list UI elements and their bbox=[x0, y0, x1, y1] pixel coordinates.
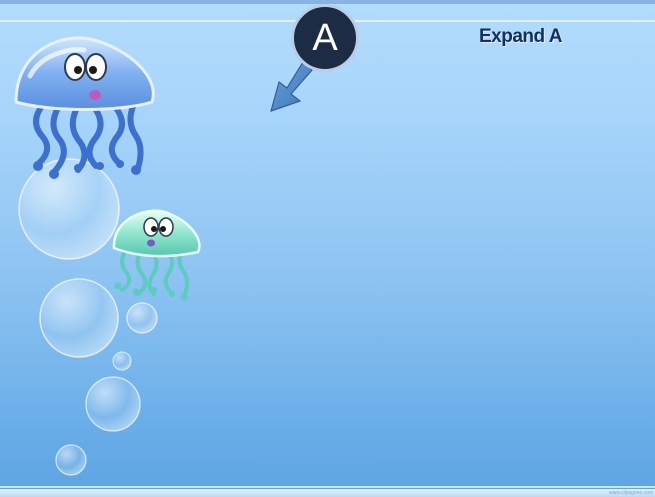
jellyfish-small bbox=[112, 209, 201, 301]
slide-title: Expand A bbox=[479, 26, 562, 47]
badge-label: A bbox=[312, 16, 338, 59]
bottom-divider bbox=[0, 486, 655, 488]
arrow-icon bbox=[270, 61, 313, 112]
footer-text: www.clipsgone.com bbox=[609, 490, 653, 496]
letter-badge: A bbox=[291, 4, 359, 72]
top-bar bbox=[0, 0, 655, 4]
jellyfish-large bbox=[14, 36, 155, 179]
bottom-bar bbox=[0, 489, 655, 497]
bubbles bbox=[18, 158, 158, 476]
